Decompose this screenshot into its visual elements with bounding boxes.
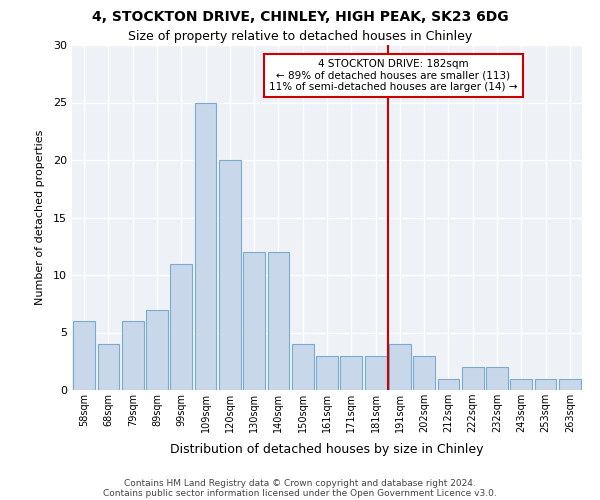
Bar <box>535 378 556 390</box>
Text: Size of property relative to detached houses in Chinley: Size of property relative to detached ho… <box>128 30 472 43</box>
Bar <box>194 102 217 390</box>
Bar <box>73 321 95 390</box>
Bar <box>97 344 119 390</box>
Bar <box>340 356 362 390</box>
X-axis label: Distribution of detached houses by size in Chinley: Distribution of detached houses by size … <box>170 444 484 456</box>
Bar <box>559 378 581 390</box>
Bar <box>316 356 338 390</box>
Bar <box>462 367 484 390</box>
Bar <box>413 356 435 390</box>
Text: Contains HM Land Registry data © Crown copyright and database right 2024.: Contains HM Land Registry data © Crown c… <box>124 478 476 488</box>
Bar <box>268 252 289 390</box>
Bar <box>486 367 508 390</box>
Bar <box>219 160 241 390</box>
Bar <box>389 344 411 390</box>
Bar <box>292 344 314 390</box>
Bar <box>122 321 143 390</box>
Text: 4 STOCKTON DRIVE: 182sqm
← 89% of detached houses are smaller (113)
11% of semi-: 4 STOCKTON DRIVE: 182sqm ← 89% of detach… <box>269 59 518 92</box>
Bar <box>511 378 532 390</box>
Text: 4, STOCKTON DRIVE, CHINLEY, HIGH PEAK, SK23 6DG: 4, STOCKTON DRIVE, CHINLEY, HIGH PEAK, S… <box>92 10 508 24</box>
Bar <box>170 264 192 390</box>
Bar <box>365 356 386 390</box>
Bar <box>437 378 460 390</box>
Text: Contains public sector information licensed under the Open Government Licence v3: Contains public sector information licen… <box>103 488 497 498</box>
Bar <box>146 310 168 390</box>
Y-axis label: Number of detached properties: Number of detached properties <box>35 130 44 305</box>
Bar <box>243 252 265 390</box>
